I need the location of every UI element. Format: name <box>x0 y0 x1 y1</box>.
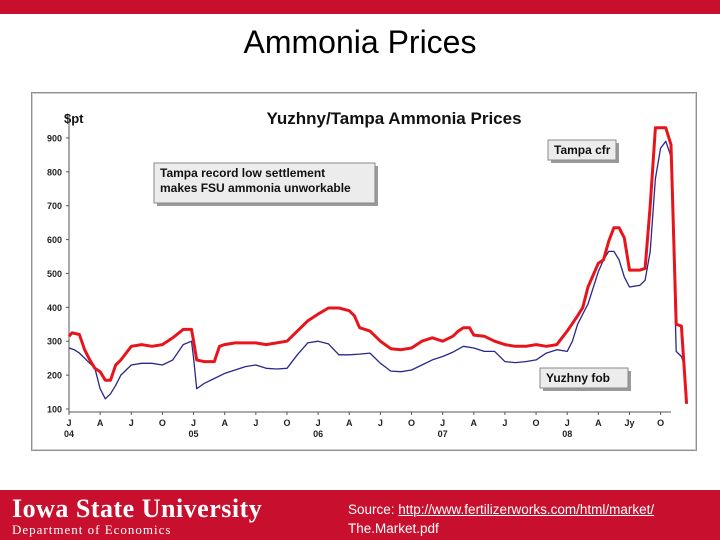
chart-frame: Yuzhny/Tampa Ammonia Prices $pt 100 200 30… <box>31 92 697 451</box>
x-year-label: 06 <box>313 429 323 439</box>
footer-bar <box>0 490 720 540</box>
x-tick-label: J <box>253 418 258 428</box>
y-tick-label: 100 <box>47 405 62 415</box>
x-tick-label: J <box>191 418 196 428</box>
annotation-tampa-label: Tampa cfr <box>547 139 619 163</box>
x-tick-label: J <box>565 418 570 428</box>
x-tick-label: O <box>159 418 166 428</box>
x-tick-label: Jy <box>624 418 634 428</box>
x-year-label: 05 <box>189 429 199 439</box>
y-tick-label: 300 <box>47 337 62 347</box>
annotation-record-low-box <box>153 162 376 204</box>
annotation-tampa-label-text: Tampa cfr <box>554 143 611 157</box>
y-tick-label: 200 <box>47 371 62 381</box>
annotation-yuzhny-label-box <box>539 367 629 389</box>
series-line-yuzhny-fob <box>68 140 686 400</box>
top-accent-bar <box>0 0 720 14</box>
x-tick-label: J <box>66 418 71 428</box>
x-year-label: 08 <box>562 429 572 439</box>
ammonia-price-chart: Yuzhny/Tampa Ammonia Prices $pt 100 200 30… <box>47 109 689 439</box>
y-tick-label: 700 <box>47 201 62 211</box>
source-file: The.Market.pdf <box>348 521 439 536</box>
x-year-label: 04 <box>64 429 74 439</box>
source-link[interactable]: http://www.fertilizerworks.com/html/mark… <box>398 502 655 517</box>
x-tick-label: A <box>97 418 104 428</box>
source-citation: Source: http://www.fertilizerworks.com/h… <box>348 500 718 538</box>
chart-title: Yuzhny/Tampa Ammonia Prices <box>266 109 521 128</box>
x-tick-label: J <box>502 418 507 428</box>
y-tick-label: 800 <box>47 167 62 177</box>
y-tick-label: 600 <box>47 235 62 245</box>
x-year-label: 07 <box>438 429 448 439</box>
annotation-record-low-text: makes FSU ammonia unworkable <box>160 181 351 195</box>
annotation-record-low-text: Tampa record low settlement <box>160 166 325 180</box>
x-tick-label: A <box>471 418 478 428</box>
x-tick-label: J <box>440 418 445 428</box>
x-tick-label: A <box>221 418 228 428</box>
x-tick-label: O <box>408 418 415 428</box>
x-tick-label: A <box>346 418 353 428</box>
x-tick-label: O <box>533 418 540 428</box>
x-tick-label: J <box>378 418 383 428</box>
series-line-tampa-cfr <box>67 126 689 404</box>
source-prefix: Source: <box>348 502 399 517</box>
x-tick-label: O <box>657 418 664 428</box>
university-logo-text: Iowa State University <box>12 494 263 523</box>
annotation-yuzhny-label: Yuzhny fob <box>539 367 631 391</box>
annotation-tampa-label-box <box>547 139 617 161</box>
department-name: Department of Economics <box>12 522 172 537</box>
x-tick-label: A <box>595 418 602 428</box>
x-tick-label: O <box>283 418 290 428</box>
y-tick-label: 400 <box>47 303 62 313</box>
annotation-yuzhny-label-text: Yuzhny fob <box>546 371 610 385</box>
x-tick-label: J <box>129 418 134 428</box>
y-tick-label: 900 <box>47 133 62 143</box>
y-tick-label: 500 <box>47 269 62 279</box>
slide-title: Ammonia Prices <box>243 24 477 60</box>
y-axis-label: $pt <box>64 111 84 126</box>
x-tick-label: J <box>316 418 321 428</box>
